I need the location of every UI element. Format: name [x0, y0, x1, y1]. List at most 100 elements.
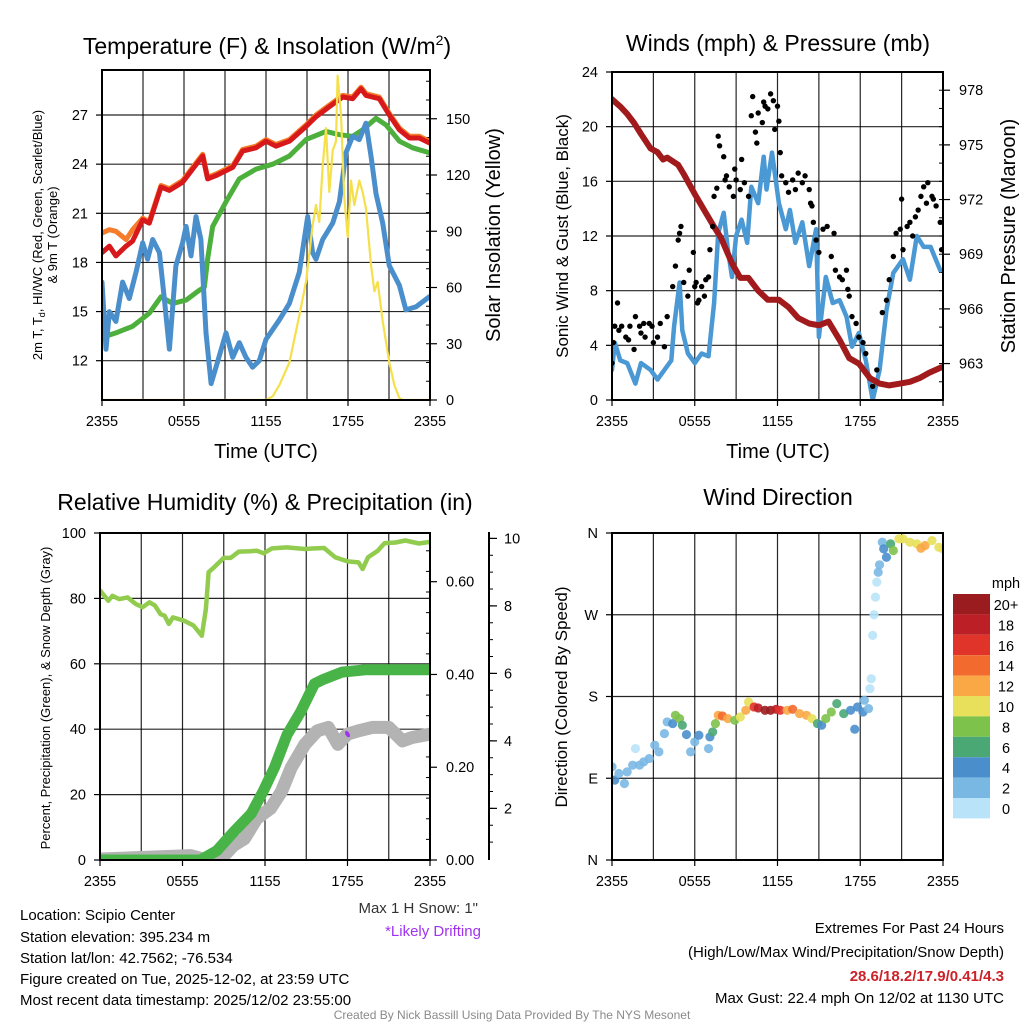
- gust-point: [893, 230, 899, 236]
- gust-point: [654, 334, 661, 340]
- winds-series-sonic-wind: [612, 150, 943, 400]
- gust-point: [741, 180, 748, 186]
- gust-point: [806, 186, 812, 193]
- colorbar-label: 20+: [994, 598, 1019, 614]
- direction-point: [821, 713, 831, 724]
- gust-point: [767, 91, 774, 97]
- gust-point: [809, 203, 815, 209]
- direction-point: [870, 592, 881, 602]
- elevation-text: Station elevation: 395.234 m: [20, 929, 210, 946]
- gust-point: [853, 320, 859, 327]
- gust-point: [937, 219, 943, 226]
- gust-point: [785, 189, 792, 195]
- gust-point: [912, 214, 919, 220]
- gust-point: [828, 253, 834, 260]
- gust-point: [641, 320, 647, 327]
- colorbar-swatch: [953, 696, 990, 717]
- gust-point: [759, 119, 766, 126]
- temperature-y2-tick-label: 60: [446, 281, 462, 297]
- gust-point: [907, 219, 913, 226]
- gust-point: [843, 267, 850, 273]
- winds-x-axis-label: Time (UTC): [726, 441, 830, 463]
- temperature-y2-tick-label: 150: [446, 112, 470, 128]
- temperature-y-tick-label: 24: [72, 157, 88, 173]
- gust-point: [748, 113, 754, 119]
- winds-y-tick-label: 16: [582, 174, 598, 190]
- direction-point: [881, 552, 892, 562]
- winds-y2-tick-label: 978: [959, 83, 983, 99]
- winds-y2-tick-label: 963: [959, 357, 983, 373]
- direction-point: [863, 703, 874, 714]
- gust-point: [755, 110, 761, 116]
- gust-point: [745, 193, 752, 200]
- colorbar-label: 8: [1002, 720, 1010, 736]
- humidity-x-tick-label: 0555: [166, 874, 198, 890]
- gust-point: [904, 223, 910, 230]
- temperature-series-solar-insolation: [102, 74, 430, 400]
- gust-point: [612, 323, 618, 329]
- direction-point: [866, 674, 876, 684]
- temperature-y-tick-label: 27: [72, 108, 88, 124]
- gust-point: [920, 184, 927, 190]
- humidity-y-tick-label: 40: [70, 722, 86, 738]
- gust-point: [754, 140, 760, 146]
- gust-point: [846, 293, 852, 299]
- colorbar-label: 2: [1002, 782, 1010, 798]
- extremes-block: Extremes For Past 24 Hours (High/Low/Max…: [688, 920, 1004, 1007]
- gust-point: [686, 267, 692, 273]
- direction-plot-area: [612, 534, 943, 789]
- gust-point: [874, 367, 880, 373]
- direction-point: [874, 560, 885, 570]
- direction-y-tick-label: E: [588, 771, 598, 787]
- temperature-plot-frame: [101, 69, 431, 401]
- gust-point: [723, 173, 730, 179]
- direction-point: [690, 737, 700, 747]
- humidity-y2-tick-label: 0.60: [446, 575, 474, 591]
- extremes-subtitle: (High/Low/Max Wind/Precipitation/Snow De…: [688, 944, 1004, 961]
- temperature-y2-tick-label: 90: [446, 224, 462, 240]
- gust-point: [813, 237, 819, 243]
- humidity-series-precipitation: [100, 664, 430, 860]
- direction-point: [775, 705, 785, 715]
- extremes-title: Extremes For Past 24 Hours: [815, 920, 1004, 937]
- direction-point: [723, 713, 733, 724]
- humidity-y2-tick-label: 0.20: [446, 760, 474, 776]
- gust-point: [802, 173, 808, 179]
- gust-point: [832, 267, 839, 273]
- gust-point: [915, 207, 921, 213]
- winds-x-tick-label: 2355: [596, 414, 628, 430]
- gust-point: [824, 223, 830, 230]
- temperature-y-tick-label: 12: [72, 354, 88, 370]
- humidity-y-tick-label: 0: [78, 853, 86, 869]
- direction-point: [677, 720, 687, 730]
- humidity-plot-frame: [99, 532, 431, 861]
- gust-point: [737, 186, 743, 193]
- temperature-y2-tick-label: 30: [446, 337, 462, 353]
- gust-point: [831, 230, 837, 236]
- gust-point: [765, 106, 771, 112]
- direction-point: [703, 743, 714, 754]
- gust-point: [721, 154, 727, 160]
- gust-point: [863, 350, 869, 357]
- direction-x-tick-label: 1755: [844, 874, 876, 890]
- gust-point: [681, 279, 687, 286]
- colorbar-label: 4: [1002, 761, 1010, 777]
- gust-point: [714, 185, 720, 191]
- direction-x-tick-label: 2355: [927, 874, 959, 890]
- gust-point: [676, 230, 683, 236]
- gust-point: [678, 223, 684, 230]
- direction-point: [898, 534, 908, 544]
- gust-point: [897, 226, 903, 232]
- direction-point: [869, 610, 879, 620]
- gust-point: [849, 313, 855, 320]
- direction-point: [832, 698, 842, 709]
- gust-point: [664, 313, 670, 320]
- direction-point: [826, 707, 836, 717]
- direction-y-tick-label: W: [584, 608, 598, 624]
- gust-point: [709, 223, 716, 230]
- gust-point: [733, 177, 739, 183]
- gust-point: [772, 126, 778, 133]
- pressure-y-axis-label: Station Pressure (Maroon): [998, 119, 1020, 354]
- colorbar-swatch: [953, 798, 990, 819]
